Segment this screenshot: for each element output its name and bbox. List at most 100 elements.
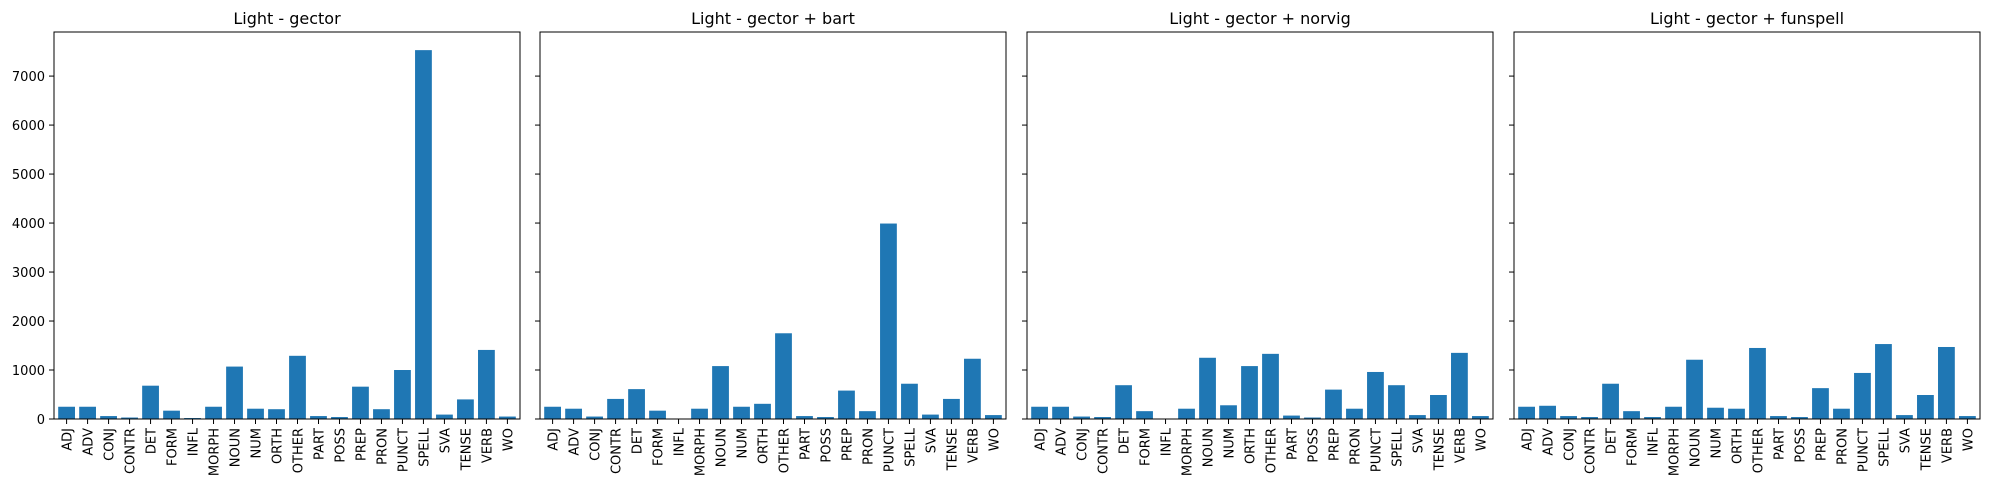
chart-title: Light - gector + bart	[691, 9, 855, 28]
bar-form	[1136, 411, 1153, 419]
x-tick-label: DET	[1118, 428, 1133, 454]
x-tick-label: ADJ	[1521, 428, 1536, 451]
bar-num	[1707, 408, 1724, 419]
x-tick-label: VERB	[1940, 428, 1955, 463]
x-tick-label: DET	[1605, 428, 1620, 454]
x-tick-label: CONTR	[1584, 428, 1599, 474]
bar-other	[775, 333, 792, 419]
bar-orth	[754, 404, 771, 419]
y-tick-label: 6000	[12, 119, 45, 134]
bar-wo	[985, 415, 1002, 419]
x-tick-label: PRON	[1348, 428, 1363, 465]
bar-morph	[205, 407, 222, 419]
bar-sva	[436, 415, 453, 419]
x-tick-label: FORM	[166, 428, 181, 466]
x-tick-label: VERB	[1453, 428, 1468, 463]
bar-det	[142, 386, 159, 419]
x-tick-label: ORTH	[757, 428, 772, 464]
x-tick-label: CONJ	[103, 428, 118, 461]
bar-morph	[691, 409, 708, 419]
x-tick-label: PREP	[354, 428, 369, 461]
x-tick-label: PART	[1772, 428, 1787, 460]
bar-punct	[1367, 372, 1384, 419]
x-tick-label: CONTR	[124, 428, 139, 474]
x-tick-label: NUM	[250, 428, 265, 458]
bar-pron	[1833, 409, 1850, 419]
x-tick-label: OTHER	[777, 428, 792, 473]
bar-sva	[922, 415, 939, 419]
bar-tense	[1430, 395, 1447, 419]
x-tick-label: INFL	[1647, 427, 1662, 456]
x-tick-label: MORPH	[1668, 428, 1683, 476]
x-tick-label: CONJ	[589, 428, 604, 461]
bar-adv	[565, 409, 582, 419]
bar-adv	[79, 407, 96, 419]
bar-pron	[1346, 409, 1363, 419]
x-tick-label: ADJ	[547, 428, 562, 451]
bar-pron	[373, 409, 390, 419]
bar-sva	[1896, 415, 1913, 419]
y-tick-label: 4000	[12, 217, 45, 232]
x-tick-label: PUNCT	[1856, 428, 1871, 472]
bar-prep	[1812, 388, 1829, 419]
y-tick-label: 2000	[12, 315, 45, 330]
x-tick-label: TENSE	[945, 428, 960, 471]
bar-form	[163, 411, 180, 419]
bar-adj	[1031, 407, 1048, 419]
x-tick-label: VERB	[480, 428, 495, 463]
x-tick-label: TENSE	[459, 428, 474, 471]
x-tick-label: PRON	[375, 428, 390, 465]
x-tick-label: TENSE	[1919, 428, 1934, 471]
bar-spell	[901, 384, 918, 419]
bar-punct	[880, 224, 897, 419]
x-tick-label: INFL	[673, 427, 688, 456]
x-tick-label: PUNCT	[396, 428, 411, 472]
x-tick-label: FORM	[1139, 428, 1154, 466]
x-tick-label: MORPH	[208, 428, 223, 476]
chart-title: Light - gector + norvig	[1169, 9, 1350, 28]
x-tick-label: POSS	[819, 428, 834, 463]
x-tick-label: FORM	[1626, 428, 1641, 466]
x-tick-label: SVA	[924, 428, 939, 453]
x-tick-label: OTHER	[291, 428, 306, 473]
x-tick-label: ADJ	[1034, 428, 1049, 451]
bar-verb	[478, 350, 495, 419]
bar-prep	[838, 391, 855, 419]
bar-orth	[1241, 366, 1258, 419]
bar-det	[628, 389, 645, 419]
x-tick-label: NUM	[1223, 428, 1238, 458]
bar-tense	[457, 399, 474, 419]
x-tick-label: NOUN	[715, 428, 730, 467]
bar-adv	[1539, 406, 1556, 419]
bar-prep	[1325, 390, 1342, 419]
bar-noun	[1686, 360, 1703, 419]
x-tick-label: SVA	[1898, 428, 1913, 453]
x-tick-label: INFL	[1160, 427, 1175, 456]
x-tick-label: ORTH	[1731, 428, 1746, 464]
chart-title: Light - gector + funspell	[1650, 9, 1844, 28]
bar-part	[1283, 416, 1300, 419]
x-tick-label: PART	[312, 428, 327, 460]
x-tick-label: WO	[1961, 428, 1976, 451]
x-tick-label: PART	[798, 428, 813, 460]
axes-frame	[1514, 32, 1980, 419]
bar-punct	[394, 370, 411, 419]
x-tick-label: ADV	[1542, 428, 1557, 456]
y-tick-label: 5000	[12, 168, 45, 183]
bar-adj	[544, 407, 561, 419]
x-tick-label: INFL	[187, 427, 202, 456]
x-tick-label: PRON	[861, 428, 876, 465]
bar-other	[289, 356, 306, 419]
x-tick-label: SVA	[1411, 428, 1426, 453]
x-tick-label: SVA	[438, 428, 453, 453]
bar-det	[1602, 384, 1619, 419]
x-tick-label: PREP	[1327, 428, 1342, 461]
x-tick-label: OTHER	[1751, 428, 1766, 473]
x-tick-label: ADV	[568, 428, 583, 456]
x-tick-label: SPELL	[417, 427, 432, 467]
x-tick-label: WO	[501, 428, 516, 451]
